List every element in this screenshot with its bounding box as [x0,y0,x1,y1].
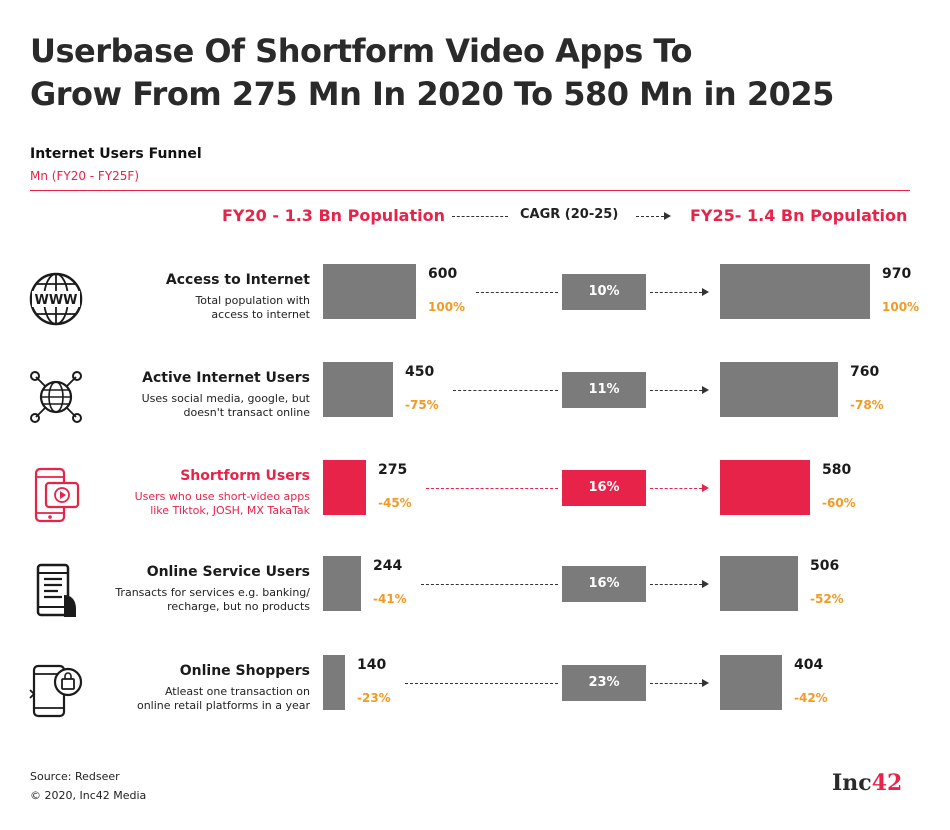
fy25-bar [720,556,798,611]
description-line: Atleast one transaction on [164,685,310,698]
inc42-logo: Inc42 [832,770,903,796]
cagr-badge: 10% [562,274,646,310]
funnel-row: WWW Access to Internet Total population wi… [0,264,950,354]
arrow-right-icon [702,484,709,492]
category-description: Total population with access to internet [195,294,310,322]
connector-right [650,390,702,391]
phone-document-icon [28,561,84,621]
fy25-column-header: FY25- 1.4 Bn Population [690,206,908,225]
fy25-bar [720,264,870,319]
fy20-percent-label: -23% [357,691,391,705]
fy20-value-label: 140 [357,657,387,673]
title-line-2: Grow From 275 Mn In 2020 To 580 Mn in 20… [30,75,834,113]
connector-right [650,584,702,585]
funnel-row: Online Shoppers Atleast one transaction o… [0,655,950,745]
category-title: Online Shoppers [179,663,310,679]
funnel-row: Active Internet Users Uses social media, … [0,362,950,452]
funnel-row: Online Service Users Transacts for servic… [0,556,950,646]
fy25-value-label: 760 [850,364,880,380]
cagr-badge: 16% [562,566,646,602]
description-line: online retail platforms in a year [136,699,310,712]
svg-text:WWW: WWW [34,293,77,308]
header-divider [30,190,910,191]
fy25-percent-label: 100% [882,300,920,314]
funnel-row: Shortform Users Users who use short-video… [0,460,950,550]
fy20-percent-label: -75% [405,398,439,412]
cagr-badge: 11% [562,372,646,408]
fy25-value-label: 970 [882,266,912,282]
fy20-bar [323,460,366,515]
category-title: Shortform Users [180,468,310,484]
description-line: Users who use short-video apps [134,490,310,503]
connector-left [476,292,558,293]
header-connector-left [452,216,508,217]
fy25-value-label: 404 [794,657,824,673]
category-title: Access to Internet [165,272,310,288]
fy20-bar [323,655,345,710]
fy20-column-header: FY20 - 1.3 Bn Population [222,206,445,225]
fy25-bar [720,460,810,515]
arrow-right-icon [702,386,709,394]
connector-right [650,488,702,489]
fy25-value-label: 506 [810,558,840,574]
phone-shopping-bag-icon [28,660,84,720]
connector-right [650,292,702,293]
category-title: Active Internet Users [142,370,310,386]
fy20-value-label: 275 [378,462,408,478]
category-description: Users who use short-video apps like Tikto… [135,490,310,518]
description-line: recharge, but no products [167,600,310,613]
arrow-right-icon [702,288,709,296]
fy20-value-label: 600 [428,266,458,282]
cagr-column-header: CAGR (20-25) [520,207,619,222]
www-globe-icon: WWW [28,269,84,329]
description-line: Total population with [195,294,310,307]
header-arrow-icon [664,212,671,220]
description-line: doesn't transact online [183,406,310,419]
fy25-percent-label: -60% [822,496,856,510]
category-description: Transacts for services e.g. banking/rech… [115,586,310,614]
unit-label: Mn (FY20 - FY25F) [30,169,140,183]
arrow-right-icon [702,580,709,588]
description-line: access to internet [211,308,310,321]
fy20-value-label: 450 [405,364,435,380]
fy20-percent-label: -45% [378,496,412,510]
copyright-note: © 2020, Inc42 Media [30,789,147,802]
description-line: Transacts for services e.g. banking/ [115,586,310,599]
fy25-percent-label: -42% [794,691,828,705]
fy25-bar [720,362,838,417]
category-title: Online Service Users [146,564,310,580]
cagr-badge: 16% [562,470,646,506]
phone-video-icon [28,465,84,525]
fy20-bar [323,556,361,611]
fy20-percent-label: 100% [428,300,466,314]
title-line-1: Userbase Of Shortform Video Apps To [30,32,692,70]
arrow-right-icon [702,679,709,687]
fy20-percent-label: -41% [373,592,407,606]
chart-title: Userbase Of Shortform Video Apps To Grow… [30,30,930,116]
description-line: Uses social media, google, but [141,392,310,405]
source-note: Source: Redseer [30,770,120,783]
connector-left [405,683,558,684]
category-description: Uses social media, google, but doesn't tr… [142,392,310,420]
fy25-percent-label: -78% [850,398,884,412]
connector-right [650,683,702,684]
fy20-value-label: 244 [373,558,403,574]
connector-left [421,584,558,585]
fy20-bar [323,362,393,417]
chart-subtitle: Internet Users Funnel [30,146,202,162]
cagr-badge: 23% [562,665,646,701]
fy20-bar [323,264,416,319]
category-description: Atleast one transaction on online retail … [137,685,310,713]
connector-left [426,488,558,489]
description-line: like Tiktok, JOSH, MX TakaTak [150,504,310,517]
header-connector-right [636,216,664,217]
network-globe-icon [28,367,84,427]
connector-left [453,390,558,391]
fy25-percent-label: -52% [810,592,844,606]
fy25-bar [720,655,782,710]
fy25-value-label: 580 [822,462,852,478]
